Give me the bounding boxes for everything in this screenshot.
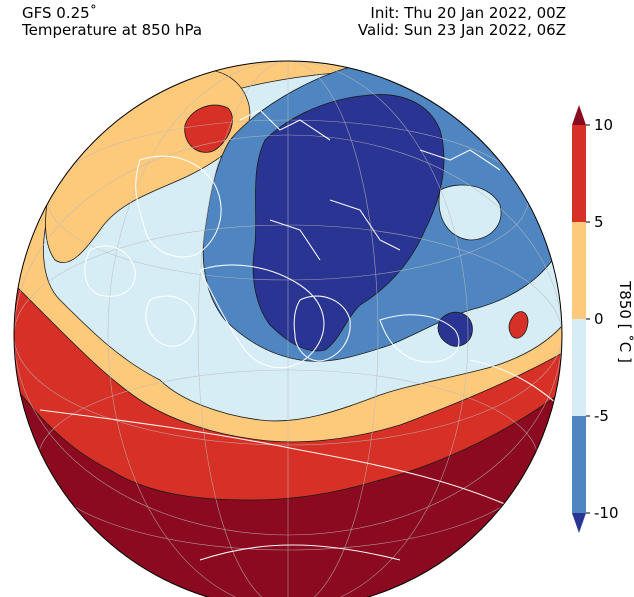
graticule — [14, 61, 562, 597]
band-5-10-spot — [184, 104, 233, 153]
colorbar-tick-label: 10 — [594, 116, 613, 134]
colorbar-band — [572, 125, 586, 222]
valid-time: Valid: Sun 23 Jan 2022, 06Z — [357, 21, 566, 39]
title-block: GFS 0.25˚ Temperature at 850 hPa — [22, 5, 202, 39]
colorbar-label: T850 [ ˚C ] — [616, 280, 634, 363]
band-lt-m10-east — [437, 311, 473, 347]
colorbar-tick-label: -5 — [594, 407, 609, 425]
coastlines — [39, 109, 562, 561]
colorbar-tick-label: 5 — [594, 213, 604, 231]
field-title: Temperature at 850 hPa — [22, 21, 203, 39]
colorbar-tick-label: 0 — [594, 310, 604, 328]
model-title: GFS 0.25˚ — [22, 4, 98, 22]
globe-outline — [13, 60, 563, 597]
time-block: Init: Thu 20 Jan 2022, 00Z Valid: Sun 23… — [358, 5, 566, 39]
colorbar-extend-max — [572, 105, 586, 125]
colorbar-tick-label: -10 — [594, 504, 619, 522]
colorbar-band — [572, 416, 586, 513]
colorbar-band — [572, 319, 586, 416]
band-5-10-east — [508, 311, 529, 339]
colorbar-band — [572, 222, 586, 319]
band-m5-0-ne — [438, 184, 502, 241]
init-time: Init: Thu 20 Jan 2022, 00Z — [370, 4, 566, 22]
colorbar-ticks: 10 5 0 -5 -10 — [586, 116, 619, 522]
colorbar-extend-min — [572, 513, 586, 533]
band-lt-m10 — [252, 94, 445, 352]
colorbar-bands — [572, 105, 586, 533]
